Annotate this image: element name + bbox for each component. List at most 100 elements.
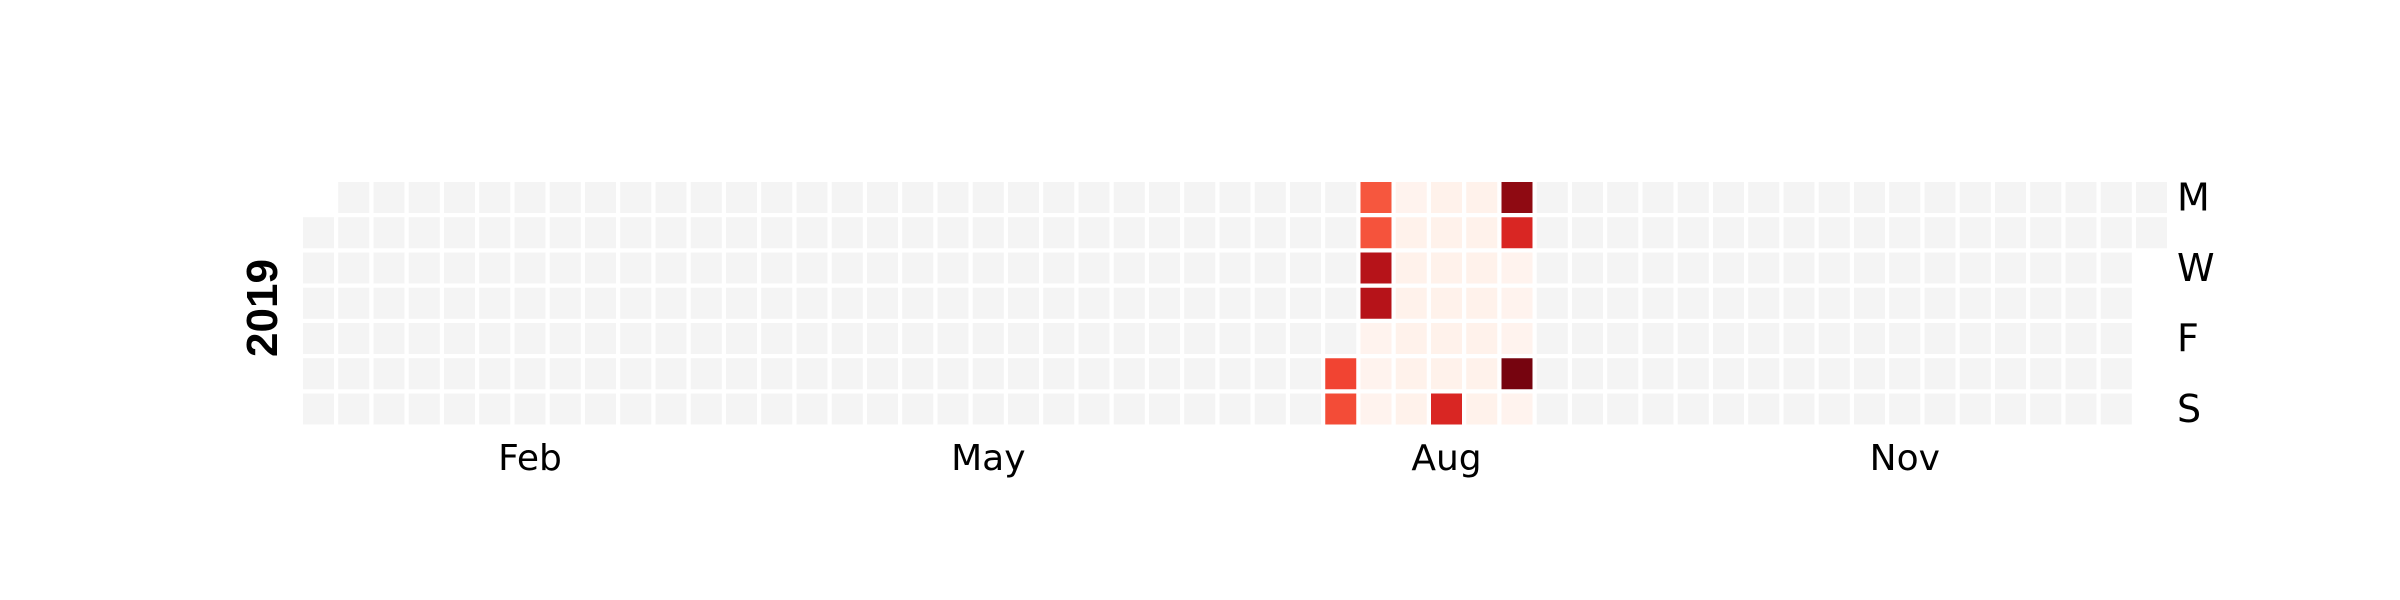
heatmap-cell (1501, 217, 1533, 249)
heatmap-cell (1184, 182, 1216, 213)
heatmap-cell (444, 358, 475, 390)
heatmap-cell (1431, 358, 1462, 390)
heatmap-cell (972, 182, 1004, 213)
heatmap-cell (373, 252, 405, 284)
heatmap-cell (1431, 323, 1462, 354)
heatmap-cell (620, 217, 652, 249)
heatmap-cell (2065, 252, 2097, 284)
heatmap-cell (514, 182, 546, 213)
heatmap-cell (2136, 217, 2167, 249)
heatmap-cell (1360, 182, 1392, 213)
heatmap-cell (2065, 358, 2097, 390)
heatmap-cell (726, 217, 757, 249)
heatmap-cell (1466, 217, 1498, 249)
heatmap-cell (1924, 182, 1956, 213)
heatmap-cell (1677, 217, 1709, 249)
heatmap-cell (2030, 393, 2062, 425)
heatmap-cell (1325, 217, 1357, 249)
heatmap-cell (1642, 393, 1674, 425)
heatmap-cell (2030, 358, 2062, 390)
heatmap-cell (2100, 393, 2132, 425)
heatmap-cell (479, 358, 511, 390)
heatmap-cell (1783, 217, 1815, 249)
heatmap-cell (1889, 393, 1921, 425)
heatmap-cell (690, 252, 722, 284)
heatmap-cell (761, 323, 793, 354)
heatmap-cell (1783, 287, 1815, 319)
heatmap-cell (1184, 323, 1216, 354)
heatmap-cell (408, 393, 440, 425)
heatmap-cell (726, 287, 757, 319)
heatmap-cell (937, 217, 969, 249)
heatmap-cell (2100, 287, 2132, 319)
heatmap-cell (1431, 182, 1462, 213)
heatmap-cell (549, 323, 581, 354)
heatmap-cell (1818, 287, 1850, 319)
heatmap-cell (1360, 323, 1392, 354)
heatmap-cell (585, 287, 616, 319)
heatmap-cell (1501, 252, 1533, 284)
heatmap-cell (1748, 182, 1780, 213)
heatmap-cell (1924, 287, 1956, 319)
heatmap-cell (1290, 287, 1321, 319)
heatmap-cell (1043, 217, 1075, 249)
heatmap-cell (1113, 393, 1145, 425)
heatmap-cell (373, 182, 405, 213)
heatmap-cell (585, 252, 616, 284)
year-label: 2019 (238, 259, 287, 357)
heatmap-cell (972, 217, 1004, 249)
heatmap-cell (1677, 393, 1709, 425)
heatmap-cell (1854, 252, 1885, 284)
heatmap-cell (1290, 358, 1321, 390)
heatmap-cell (867, 217, 898, 249)
heatmap-cell (1995, 287, 2026, 319)
heatmap-cell (373, 323, 405, 354)
heatmap-cell (1818, 358, 1850, 390)
heatmap-cell (1149, 182, 1180, 213)
weekday-label: W (2177, 246, 2215, 290)
heatmap-cell (761, 287, 793, 319)
heatmap-cell (1642, 287, 1674, 319)
heatmap-cell (1254, 217, 1286, 249)
heatmap-cell (972, 358, 1004, 390)
heatmap-cell (1078, 393, 1110, 425)
heatmap-cell (726, 358, 757, 390)
heatmap-cell (1677, 182, 1709, 213)
heatmap-cell (303, 252, 334, 284)
heatmap-cell (1642, 217, 1674, 249)
heatmap-cell (1008, 182, 1039, 213)
heatmap-cell (1466, 323, 1498, 354)
heatmap-cell (1113, 358, 1145, 390)
heatmap-cell (1254, 393, 1286, 425)
heatmap-cell (1219, 323, 1251, 354)
heatmap-cell (1360, 217, 1392, 249)
heatmap-cell (1642, 358, 1674, 390)
heatmap-cell (303, 358, 334, 390)
heatmap-cells (303, 182, 2167, 425)
heatmap-cell (655, 217, 687, 249)
heatmap-cell (1078, 217, 1110, 249)
heatmap-cell (1572, 393, 1603, 425)
heatmap-cell (1748, 358, 1780, 390)
heatmap-cell (408, 358, 440, 390)
heatmap-cell (1995, 393, 2026, 425)
heatmap-cell (1008, 393, 1039, 425)
heatmap-cell (1748, 217, 1780, 249)
heatmap-cell (1184, 252, 1216, 284)
heatmap-cell (585, 217, 616, 249)
heatmap-cell (1290, 323, 1321, 354)
heatmap-cell (1325, 182, 1357, 213)
heatmap-cell (408, 182, 440, 213)
heatmap-cell (1713, 217, 1744, 249)
heatmap-cell (867, 358, 898, 390)
heatmap-cell (1184, 217, 1216, 249)
heatmap-cell (1642, 252, 1674, 284)
heatmap-cell (408, 323, 440, 354)
heatmap-cell (1818, 182, 1850, 213)
heatmap-cell (2030, 217, 2062, 249)
heatmap-cell (796, 252, 828, 284)
heatmap-cell (1325, 287, 1357, 319)
heatmap-cell (1677, 358, 1709, 390)
heatmap-cell (972, 287, 1004, 319)
heatmap-cell (303, 217, 334, 249)
